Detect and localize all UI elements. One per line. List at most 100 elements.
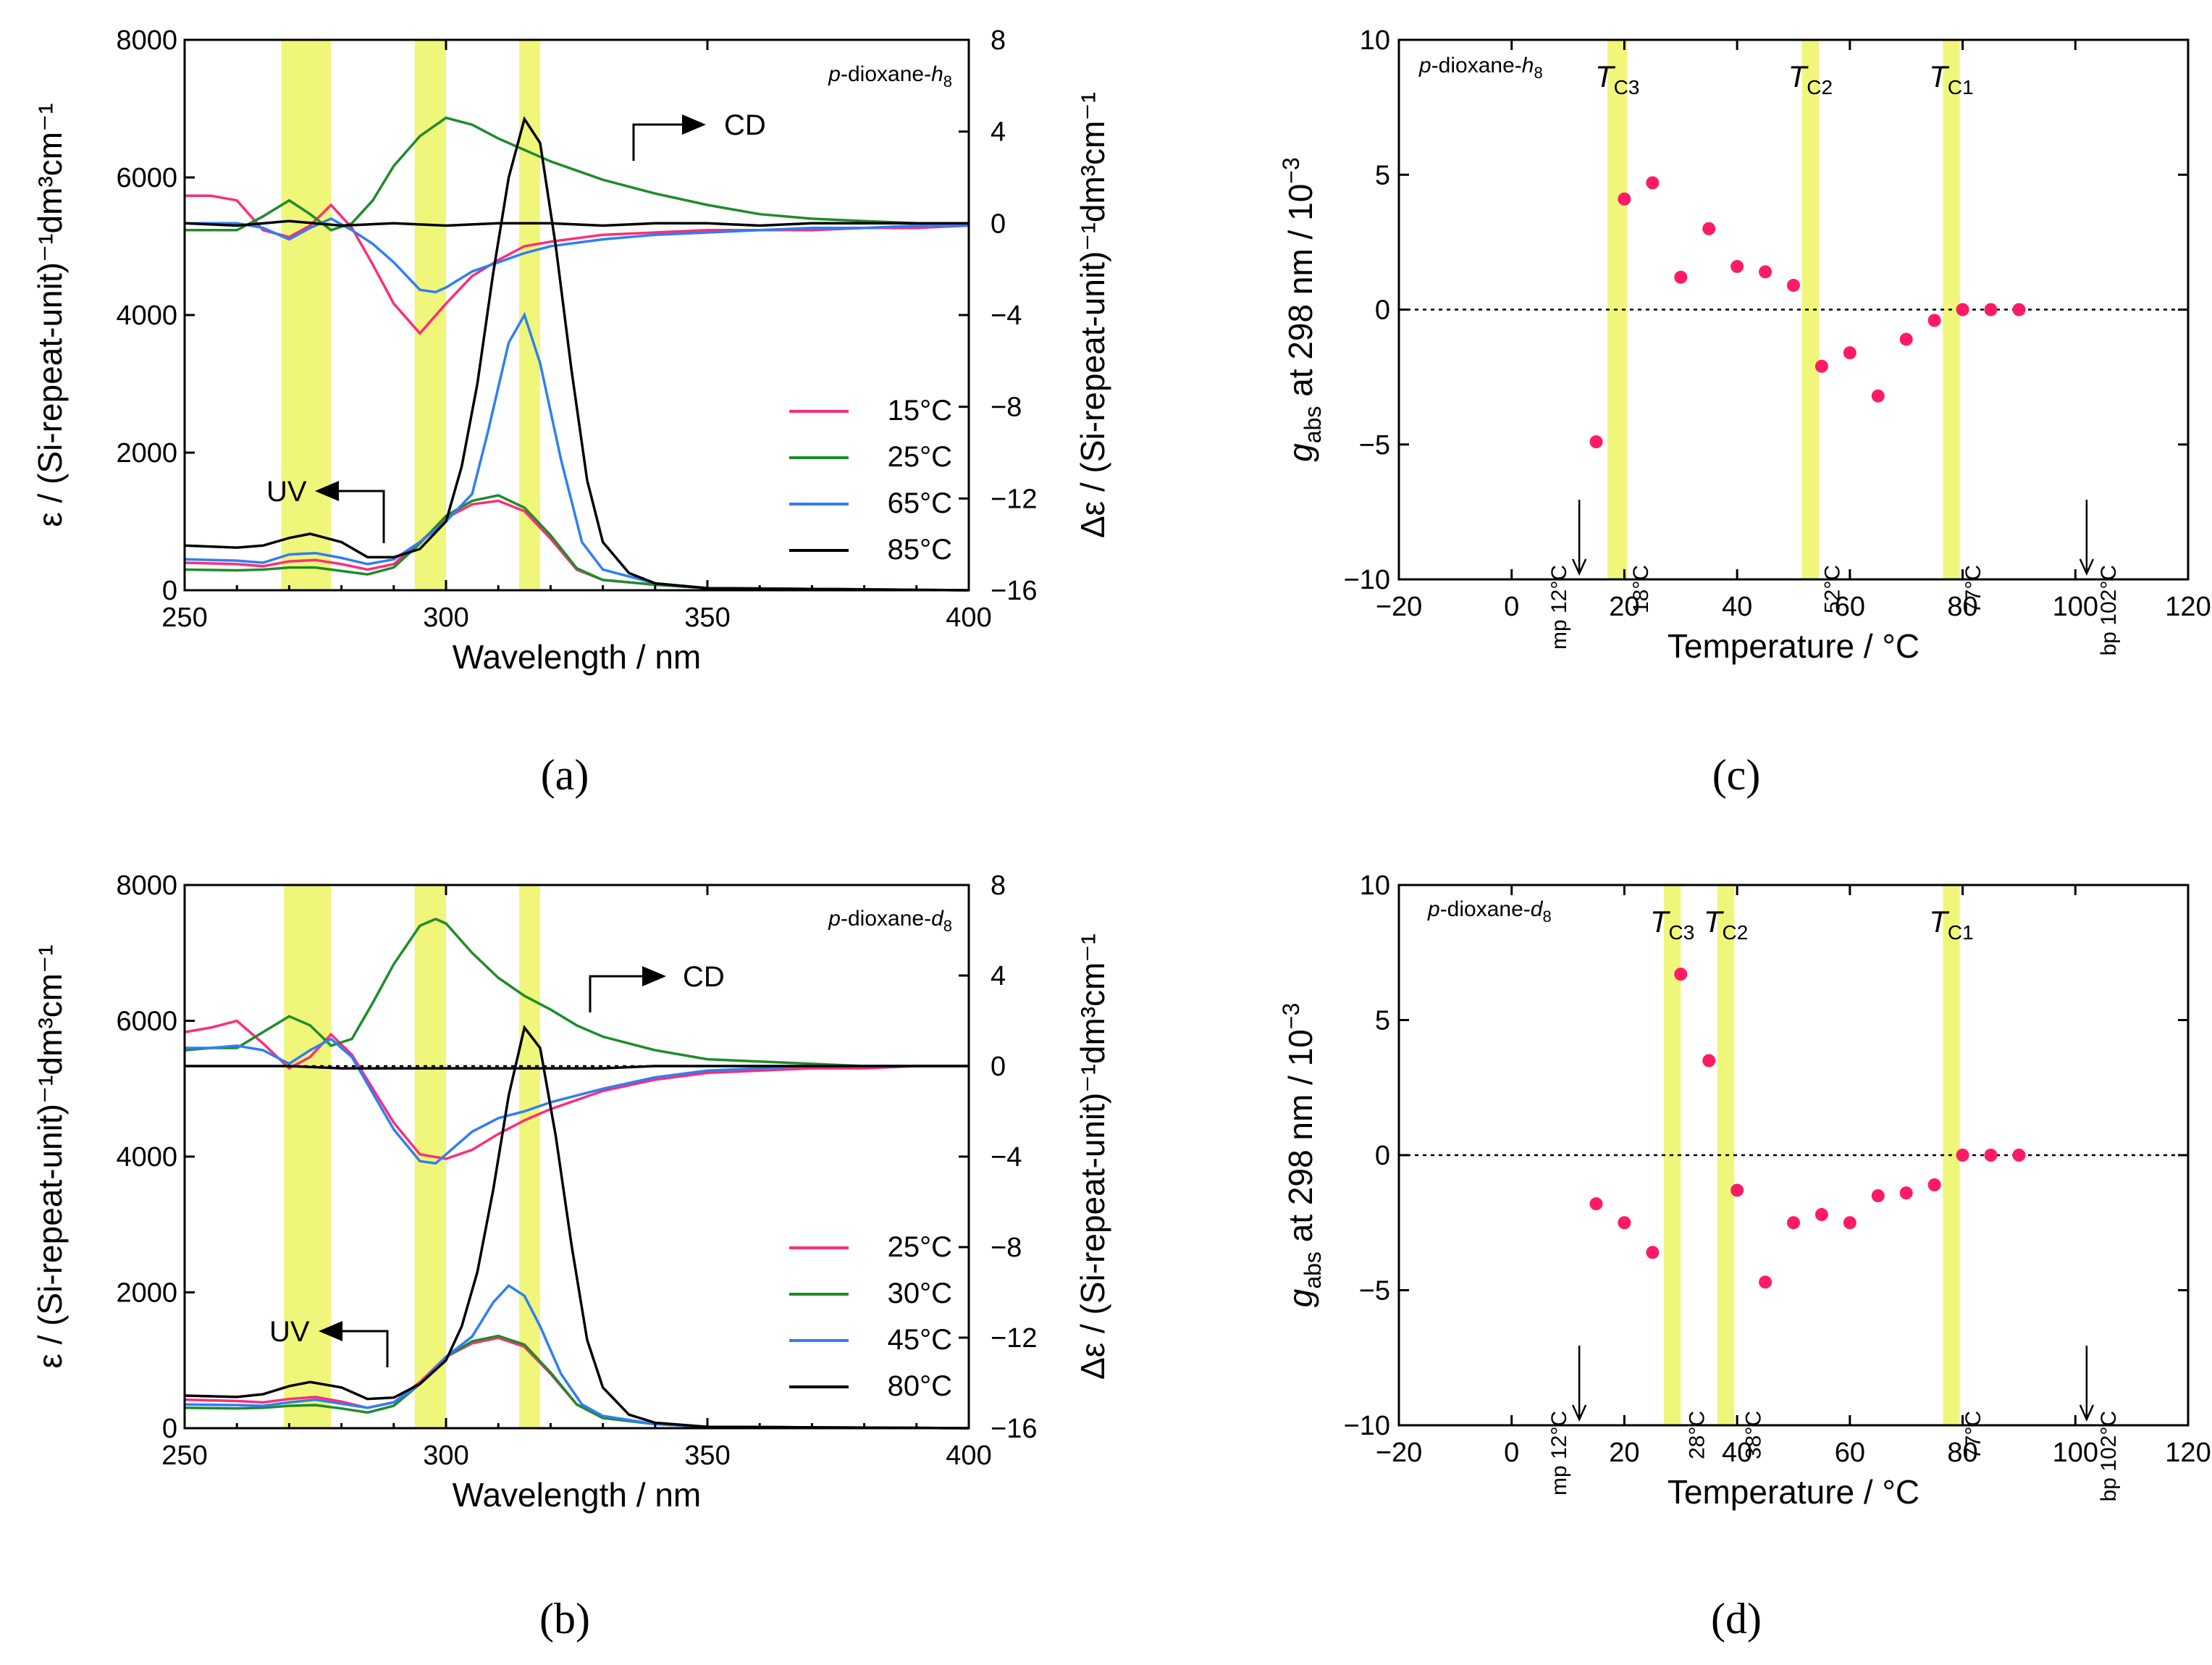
uv-arrow — [319, 490, 385, 543]
x-tick-label: 400 — [946, 1440, 991, 1471]
y-right-tick-label: 4 — [991, 117, 1006, 148]
x-tick-label: 120 — [2165, 1438, 2211, 1468]
data-point — [1984, 303, 1998, 316]
y-tick-label: 5 — [1375, 160, 1390, 190]
highlight-band — [414, 40, 446, 590]
legend-entry: 80°C — [888, 1370, 952, 1402]
solvent-label: p-dioxane-d8 — [828, 907, 952, 935]
cd-curve-85°C — [184, 219, 969, 227]
cd-arrowhead — [642, 966, 666, 986]
transition-label: TC2 — [1788, 59, 1833, 98]
y-tick-label: −10 — [1344, 565, 1390, 595]
x-tick-label: −20 — [1376, 1438, 1422, 1468]
data-point — [1702, 1054, 1716, 1068]
y-right-tick-label: −12 — [991, 484, 1037, 514]
x-tick-label: 60 — [1835, 1438, 1865, 1468]
data-point — [1702, 222, 1716, 235]
y-axis-label: gabs at 298 nm / 10−3 — [1278, 1003, 1326, 1308]
highlight-band — [281, 40, 332, 590]
data-point — [1646, 1246, 1660, 1259]
cd-label: CD — [683, 961, 725, 993]
band-temperature-note: 77°C — [1961, 565, 1985, 613]
panel-label: (d) — [1711, 1595, 1762, 1643]
y-right-axis-label: Δε / (Si-repeat-unit)⁻¹dm³cm⁻¹ — [1074, 92, 1111, 538]
x-axis-label: Wavelength / nm — [453, 1476, 701, 1514]
data-point — [1759, 1275, 1772, 1289]
data-point — [1589, 435, 1603, 449]
data-point — [1731, 259, 1744, 273]
y-left-tick-label: 8000 — [116, 25, 177, 56]
y-right-tick-label: −16 — [991, 1414, 1037, 1444]
x-tick-label: 350 — [684, 1440, 730, 1471]
y-right-tick-label: −8 — [991, 393, 1022, 423]
x-tick-label: 250 — [161, 1440, 207, 1471]
data-point — [1618, 192, 1631, 206]
x-tick-label: 40 — [1722, 1438, 1752, 1468]
y-tick-label: 10 — [1360, 871, 1390, 901]
x-tick-label: 100 — [2053, 1438, 2098, 1468]
data-point — [2012, 303, 2026, 316]
data-point — [1787, 278, 1800, 292]
y-left-axis-label: ε / (Si-repeat-unit)⁻¹dm³cm⁻¹ — [31, 944, 69, 1368]
y-left-tick-label: 0 — [162, 1414, 177, 1444]
mp-arrowhead — [1572, 558, 1587, 576]
y-left-tick-label: 2000 — [116, 438, 177, 469]
transition-label: TC2 — [1704, 905, 1748, 944]
data-point — [1731, 1183, 1744, 1197]
data-point — [1814, 1208, 1828, 1222]
x-tick-label: 400 — [946, 603, 991, 633]
data-point — [1814, 359, 1828, 373]
x-tick-label: −20 — [1376, 592, 1422, 622]
y-right-tick-label: 0 — [991, 1052, 1006, 1082]
y-left-tick-label: 2000 — [116, 1278, 177, 1309]
y-tick-label: 0 — [1375, 1141, 1390, 1171]
x-tick-label: 20 — [1609, 592, 1639, 622]
data-point — [1674, 968, 1688, 981]
data-point — [1674, 270, 1688, 284]
y-right-tick-label: 4 — [991, 961, 1006, 991]
data-point — [1871, 1188, 1885, 1202]
y-right-tick-label: −8 — [991, 1233, 1022, 1263]
data-point — [1956, 303, 1969, 316]
y-left-tick-label: 6000 — [116, 1007, 177, 1037]
x-axis-label: Wavelength / nm — [453, 638, 701, 676]
x-tick-label: 80 — [1947, 1438, 1977, 1468]
y-tick-label: −5 — [1359, 430, 1390, 461]
chart-panel-a: 250 300 350 40002000400060008000−16−12−8−40… — [31, 25, 1111, 799]
y-tick-label: 5 — [1375, 1006, 1390, 1036]
transition-band — [1801, 40, 1820, 579]
cd-arrowhead — [682, 114, 706, 135]
y-tick-label: 0 — [1375, 295, 1390, 326]
x-tick-label: 60 — [1835, 592, 1865, 622]
data-point — [1899, 1186, 1913, 1200]
y-left-tick-label: 8000 — [116, 871, 177, 901]
data-point — [1956, 1149, 1969, 1162]
bp-arrowhead — [2079, 558, 2094, 576]
transition-label: TC1 — [1929, 59, 1973, 98]
y-tick-label: 10 — [1360, 25, 1390, 56]
y-right-tick-label: −4 — [991, 1142, 1022, 1173]
x-tick-label: 20 — [1609, 1438, 1639, 1468]
uv-arrowhead — [315, 481, 339, 501]
legend-entry: 85°C — [888, 534, 952, 566]
uv-curve-65°C — [184, 311, 970, 592]
y-tick-label: −10 — [1344, 1411, 1390, 1441]
legend-entry: 45°C — [888, 1324, 952, 1356]
uv-curve-25°C — [184, 494, 970, 592]
legend-entry: 30°C — [888, 1278, 952, 1309]
uv-label: UV — [266, 476, 307, 508]
x-axis-label: Temperature / °C — [1668, 627, 1919, 665]
band-temperature-note: 18°C — [1629, 565, 1653, 613]
cd-curve-30°C — [184, 917, 969, 1068]
chart-panel-d: −20 0 20 40 60 80 100 120 −10 −5 0 5 10 Temperature /… — [1278, 871, 2211, 1643]
x-tick-label: 0 — [1504, 1438, 1519, 1468]
y-left-tick-label: 6000 — [116, 163, 177, 193]
cd-arrow — [589, 975, 663, 1012]
y-right-tick-label: 8 — [991, 25, 1006, 56]
solvent-label: p-dioxane-h8 — [828, 62, 952, 91]
mp-arrowhead — [1572, 1404, 1587, 1422]
band-temperature-note: 28°C — [1686, 1411, 1710, 1459]
legend-entry: 25°C — [888, 1231, 952, 1263]
highlight-band — [519, 885, 540, 1428]
data-point — [1759, 265, 1772, 279]
